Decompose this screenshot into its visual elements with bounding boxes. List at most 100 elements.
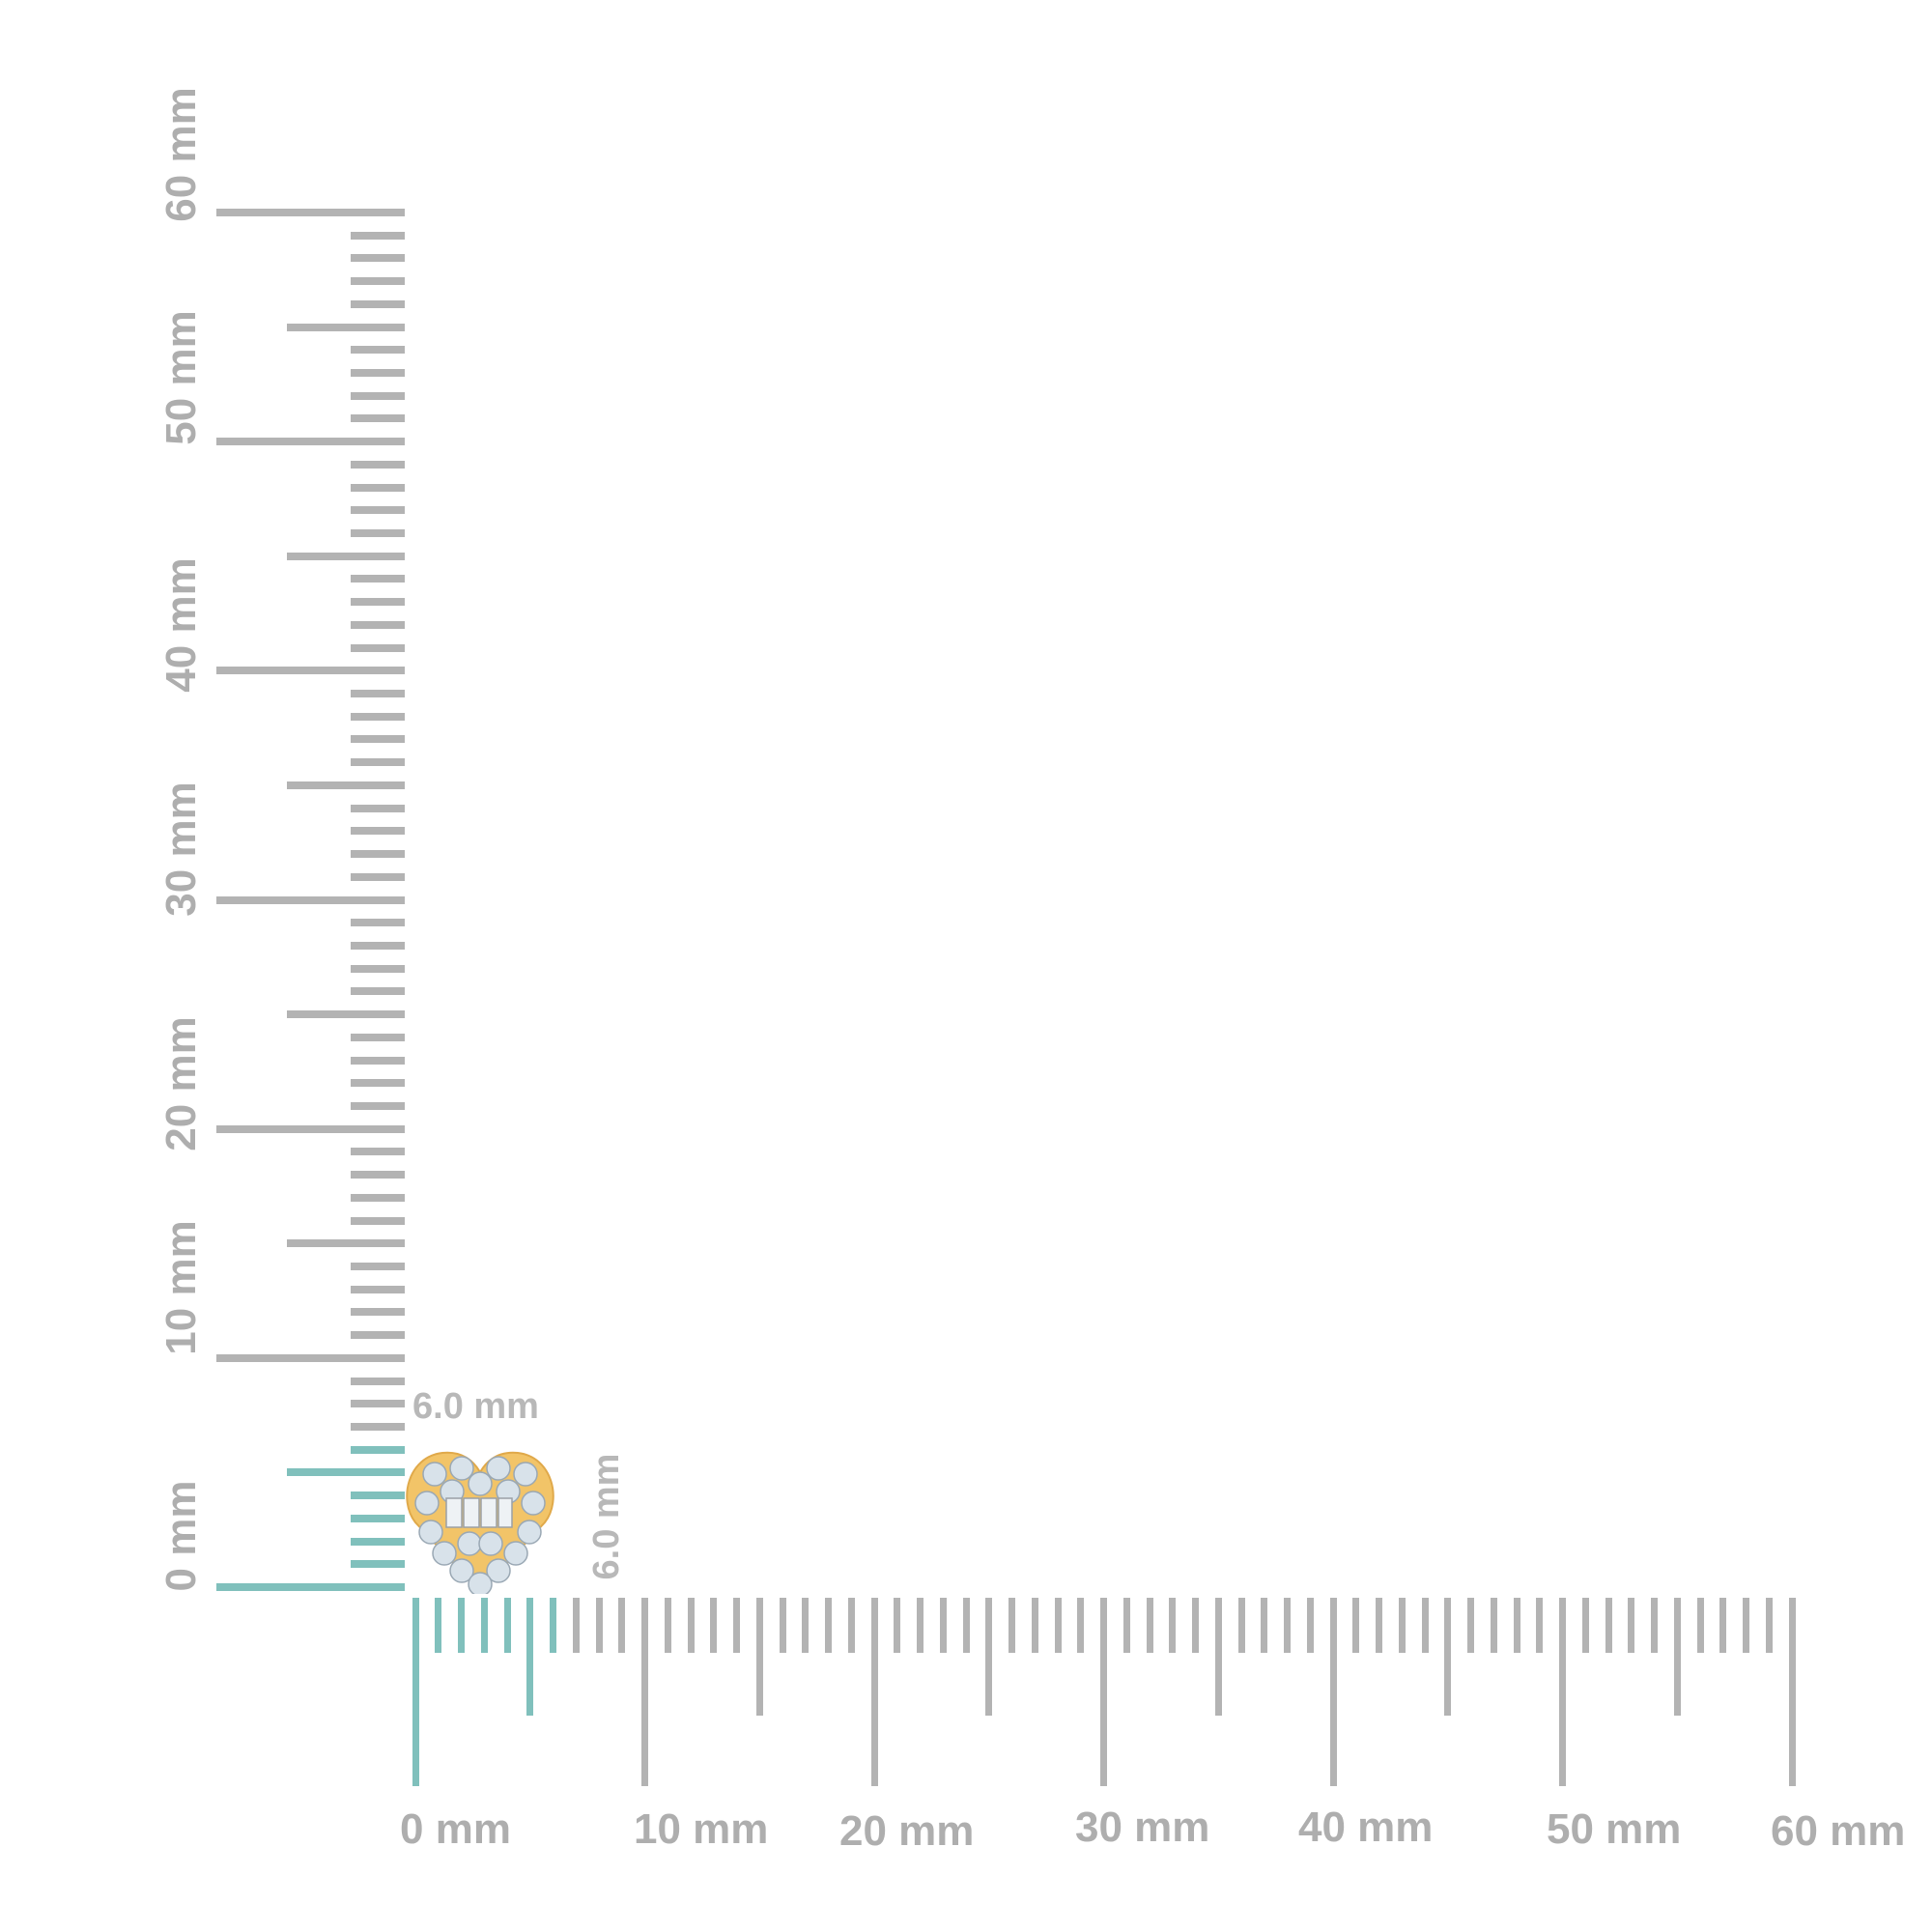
horizontal-tick-52 xyxy=(1605,1598,1612,1653)
vertical-tick-53 xyxy=(351,369,405,378)
horizontal-tick-2 xyxy=(458,1598,465,1653)
vertical-tick-50 xyxy=(216,438,405,446)
diamond-stone xyxy=(513,1462,538,1487)
vertical-tick-44 xyxy=(351,575,405,583)
x-label-10: 10 mm xyxy=(634,1805,769,1853)
vertical-tick-15 xyxy=(287,1239,405,1248)
diamond-stone xyxy=(422,1462,447,1487)
y-label-40: 40 mm xyxy=(157,557,205,693)
vertical-tick-25 xyxy=(287,1010,405,1019)
horizontal-tick-55 xyxy=(1673,1598,1681,1716)
vertical-tick-6 xyxy=(351,1445,405,1454)
horizontal-tick-47 xyxy=(1490,1598,1497,1653)
horizontal-tick-22 xyxy=(917,1598,923,1653)
vertical-tick-2 xyxy=(351,1537,405,1546)
horizontal-tick-60 xyxy=(1788,1598,1796,1786)
vertical-tick-8 xyxy=(351,1400,405,1408)
horizontal-tick-25 xyxy=(985,1598,993,1716)
horizontal-tick-16 xyxy=(779,1598,786,1653)
diamond-stone xyxy=(449,1456,474,1481)
vertical-tick-14 xyxy=(351,1262,405,1270)
horizontal-tick-0 xyxy=(412,1598,419,1786)
vertical-tick-12 xyxy=(351,1308,405,1317)
vertical-tick-33 xyxy=(351,827,405,836)
vertical-tick-42 xyxy=(351,620,405,629)
vertical-tick-16 xyxy=(351,1216,405,1225)
horizontal-tick-23 xyxy=(939,1598,947,1653)
horizontal-tick-21 xyxy=(894,1598,901,1653)
horizontal-tick-45 xyxy=(1444,1598,1452,1716)
diamond-stone xyxy=(521,1491,546,1516)
vertical-tick-1 xyxy=(351,1560,405,1569)
vertical-tick-7 xyxy=(351,1422,405,1431)
vertical-tick-49 xyxy=(351,460,405,469)
horizontal-tick-56 xyxy=(1696,1598,1704,1653)
diamond-stone xyxy=(468,1572,493,1594)
vertical-tick-58 xyxy=(351,254,405,263)
vertical-tick-5 xyxy=(287,1468,405,1477)
vertical-tick-34 xyxy=(351,804,405,812)
vertical-tick-19 xyxy=(351,1148,405,1156)
vertical-tick-24 xyxy=(351,1033,405,1041)
horizontal-tick-9 xyxy=(618,1598,626,1653)
horizontal-tick-33 xyxy=(1169,1598,1177,1653)
horizontal-tick-57 xyxy=(1719,1598,1727,1653)
horizontal-tick-7 xyxy=(572,1598,580,1653)
y-label-10: 10 mm xyxy=(157,1220,205,1355)
horizontal-tick-20 xyxy=(870,1598,878,1786)
horizontal-tick-8 xyxy=(595,1598,603,1653)
x-label-20: 20 mm xyxy=(839,1807,975,1855)
diamond-stone xyxy=(449,1558,474,1583)
horizontal-tick-15 xyxy=(755,1598,763,1716)
horizontal-tick-53 xyxy=(1628,1598,1635,1653)
diamond-stone xyxy=(517,1520,542,1545)
horizontal-tick-10 xyxy=(641,1598,648,1786)
horizontal-tick-4 xyxy=(503,1598,511,1653)
y-label-60: 60 mm xyxy=(157,87,205,222)
vertical-tick-32 xyxy=(351,850,405,859)
vertical-tick-56 xyxy=(351,299,405,308)
horizontal-tick-40 xyxy=(1329,1598,1337,1786)
horizontal-tick-11 xyxy=(664,1598,671,1653)
vertical-tick-39 xyxy=(351,690,405,698)
horizontal-tick-36 xyxy=(1237,1598,1245,1653)
vertical-tick-55 xyxy=(287,323,405,331)
vertical-tick-35 xyxy=(287,781,405,789)
vertical-tick-20 xyxy=(216,1124,405,1133)
horizontal-tick-35 xyxy=(1214,1598,1222,1716)
heart-earring-icon xyxy=(406,1451,554,1594)
horizontal-tick-39 xyxy=(1306,1598,1314,1653)
vertical-tick-30 xyxy=(216,895,405,904)
vertical-tick-40 xyxy=(216,667,405,675)
diamond-stone xyxy=(503,1541,528,1566)
vertical-tick-23 xyxy=(351,1056,405,1065)
vertical-tick-31 xyxy=(351,872,405,881)
horizontal-tick-44 xyxy=(1421,1598,1429,1653)
y-label-20: 20 mm xyxy=(157,1016,205,1151)
horizontal-tick-50 xyxy=(1559,1598,1566,1786)
vertical-tick-48 xyxy=(351,483,405,492)
horizontal-tick-3 xyxy=(480,1598,488,1653)
vertical-tick-37 xyxy=(351,735,405,744)
vertical-tick-11 xyxy=(351,1331,405,1340)
vertical-tick-60 xyxy=(216,209,405,216)
y-label-30: 30 mm xyxy=(157,781,205,917)
x-label-60: 60 mm xyxy=(1771,1807,1906,1855)
horizontal-tick-26 xyxy=(1009,1598,1015,1653)
vertical-tick-45 xyxy=(287,552,405,560)
vertical-tick-36 xyxy=(351,758,405,767)
diamond-stone xyxy=(486,1456,511,1481)
vertical-tick-10 xyxy=(216,1353,405,1362)
horizontal-tick-51 xyxy=(1581,1598,1589,1653)
diamond-stone xyxy=(478,1531,503,1556)
vertical-tick-46 xyxy=(351,529,405,538)
vertical-tick-13 xyxy=(351,1285,405,1293)
vertical-tick-54 xyxy=(351,346,405,355)
vertical-tick-38 xyxy=(351,712,405,721)
horizontal-tick-19 xyxy=(847,1598,855,1653)
horizontal-tick-43 xyxy=(1398,1598,1406,1653)
horizontal-tick-37 xyxy=(1261,1598,1268,1653)
horizontal-tick-12 xyxy=(687,1598,695,1653)
vertical-tick-52 xyxy=(351,391,405,400)
vertical-tick-47 xyxy=(351,506,405,515)
